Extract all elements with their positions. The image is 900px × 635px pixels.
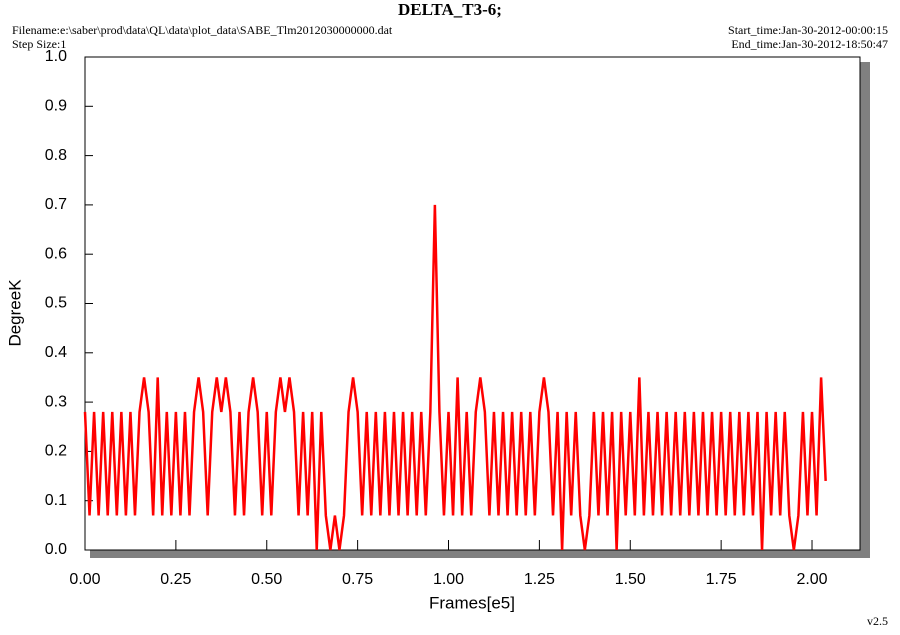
y-tick-label: 0.9: [45, 98, 67, 115]
end-time: End_time:Jan-30-2012-18:50:47: [731, 37, 888, 51]
x-tick-label: 1.50: [615, 571, 646, 588]
x-tick-label: 0.25: [160, 571, 191, 588]
chart-title: DELTA_T3-6;: [398, 0, 502, 19]
y-tick-label: 0.1: [45, 492, 67, 509]
y-tick-label: 0.6: [45, 245, 67, 262]
y-axis-label: DegreeK: [5, 279, 24, 347]
y-tick-label: 0.0: [45, 541, 67, 558]
x-tick-label: 2.00: [796, 571, 827, 588]
y-tick-label: 0.5: [45, 295, 67, 312]
step-size: Step Size:1: [12, 37, 66, 51]
data-line: [83, 204, 827, 551]
x-axis-label: Frames[e5]: [429, 593, 515, 612]
x-tick-label: 0.50: [251, 571, 282, 588]
x-tick-label: 0.00: [69, 571, 100, 588]
y-tick-label: 0.2: [45, 443, 67, 460]
x-tick-label: 1.75: [706, 571, 737, 588]
version: v2.5: [867, 614, 888, 628]
filename: Filename:e:\saber\prod\data\QL\data\plot…: [12, 23, 393, 37]
y-tick-label: 0.3: [45, 393, 67, 410]
x-tick-label: 0.75: [342, 571, 373, 588]
x-tick-label: 1.25: [524, 571, 555, 588]
y-tick-label: 0.8: [45, 147, 67, 164]
y-tick-label: 0.4: [45, 344, 67, 361]
start-time: Start_time:Jan-30-2012-00:00:15: [728, 23, 888, 37]
y-tick-label: 0.7: [45, 196, 67, 213]
y-tick-label: 1.0: [45, 48, 67, 65]
x-tick-label: 1.00: [433, 571, 464, 588]
